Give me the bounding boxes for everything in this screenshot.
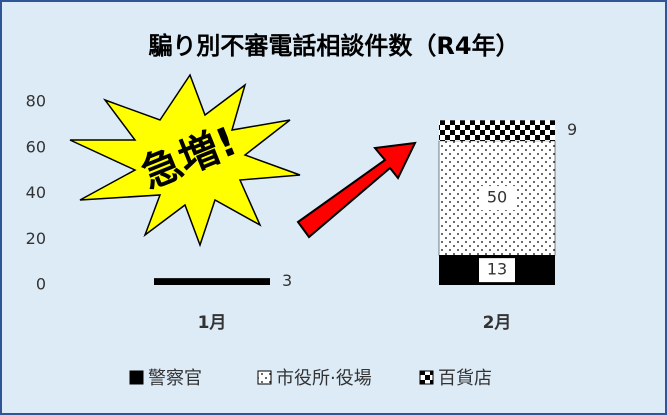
legend-label: 警察官 xyxy=(148,368,202,389)
data-label: 9 xyxy=(567,120,577,139)
y-tick-label: 40 xyxy=(26,183,46,202)
legend-swatch xyxy=(419,370,434,385)
starburst xyxy=(69,73,301,248)
y-tick-label: 20 xyxy=(26,229,46,248)
y-tick-label: 0 xyxy=(36,275,46,294)
data-label-bg xyxy=(479,258,515,283)
x-tick-label: 2月 xyxy=(483,313,512,333)
bar-segment xyxy=(439,120,555,141)
data-label: 50 xyxy=(487,188,507,207)
legend-swatch xyxy=(129,370,144,385)
legend-label: 市役所·役場 xyxy=(276,368,372,389)
data-label-bg xyxy=(479,186,515,211)
y-tick-label: 80 xyxy=(26,92,46,111)
arrow xyxy=(296,141,417,239)
x-tick-label: 1月 xyxy=(198,313,227,333)
legend-label: 百貨店 xyxy=(438,368,492,389)
legend-swatch xyxy=(257,370,272,385)
bar-segment xyxy=(154,278,270,285)
y-tick-label: 60 xyxy=(26,137,46,156)
chart-title: 騙り別不審電話相談件数（R4年） xyxy=(148,32,519,60)
data-label: 3 xyxy=(282,271,292,290)
data-label: 13 xyxy=(487,260,507,279)
